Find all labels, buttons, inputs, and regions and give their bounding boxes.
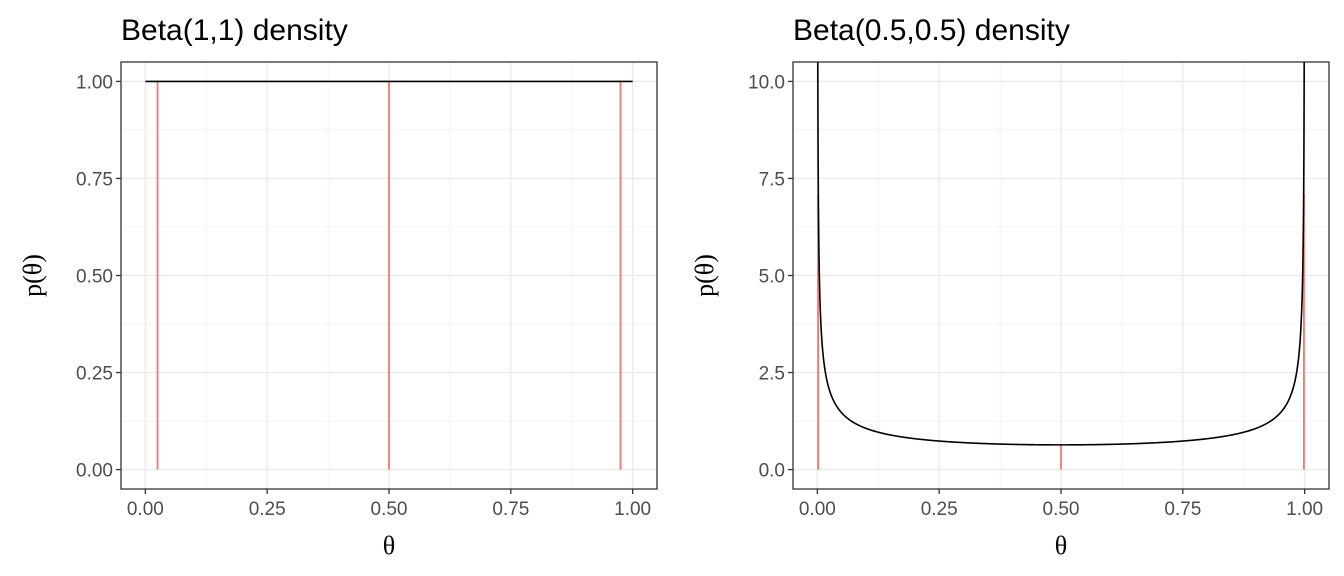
y-tick-label: 0.25 [76,364,113,385]
marks [145,80,633,470]
y-tick-label: 2.5 [759,364,785,385]
ticks: 0.00 0.25 0.50 0.75 1.00 0.0 2.5 5.0 7.5 10.0 [748,72,1323,520]
y-tick-label: 0.50 [76,267,113,288]
x-tick-label: 0.75 [1164,499,1201,520]
x-axis-label: θ [1055,531,1067,560]
x-tick-label: 1.00 [1286,499,1323,520]
x-tick-label: 0.75 [492,499,529,520]
y-tick-label: 10.0 [748,72,785,93]
chart-title: Beta(1,1) density [121,14,348,47]
y-tick-label: 0.75 [76,169,113,190]
y-axis-label: p(θ) [18,254,47,297]
grid [793,62,1329,489]
y-tick-label: 1.00 [76,72,113,93]
y-tick-label: 7.5 [759,169,785,190]
chart-beta-0-5-0-5: Beta(0.5,0.5) density 0.00 0.25 0.50 0.75 1.… [690,14,1330,560]
chart-title: Beta(0.5,0.5) density [793,14,1070,47]
ticks: 0.00 0.25 0.50 0.75 1.00 0.00 0.25 0.50 0.75 1.00 [76,72,651,520]
x-tick-label: 0.50 [1043,499,1080,520]
density-line [817,62,1305,446]
x-tick-label: 1.00 [614,499,651,520]
x-tick-label: 0.25 [921,499,958,520]
x-tick-label: 0.25 [249,499,286,520]
x-tick-label: 0.50 [371,499,408,520]
y-tick-label: 0.0 [759,461,785,482]
chart-beta-1-1: Beta(1,1) density 0.00 0.25 0.50 0.75 1.000.… [18,14,658,560]
x-tick-label: 0.00 [799,499,836,520]
x-axis-label: θ [383,531,395,560]
y-axis-label: p(θ) [690,254,719,297]
x-tick-label: 0.00 [127,499,164,520]
y-tick-label: 0.00 [76,461,113,482]
marks [817,62,1305,470]
y-tick-label: 5.0 [759,267,785,288]
